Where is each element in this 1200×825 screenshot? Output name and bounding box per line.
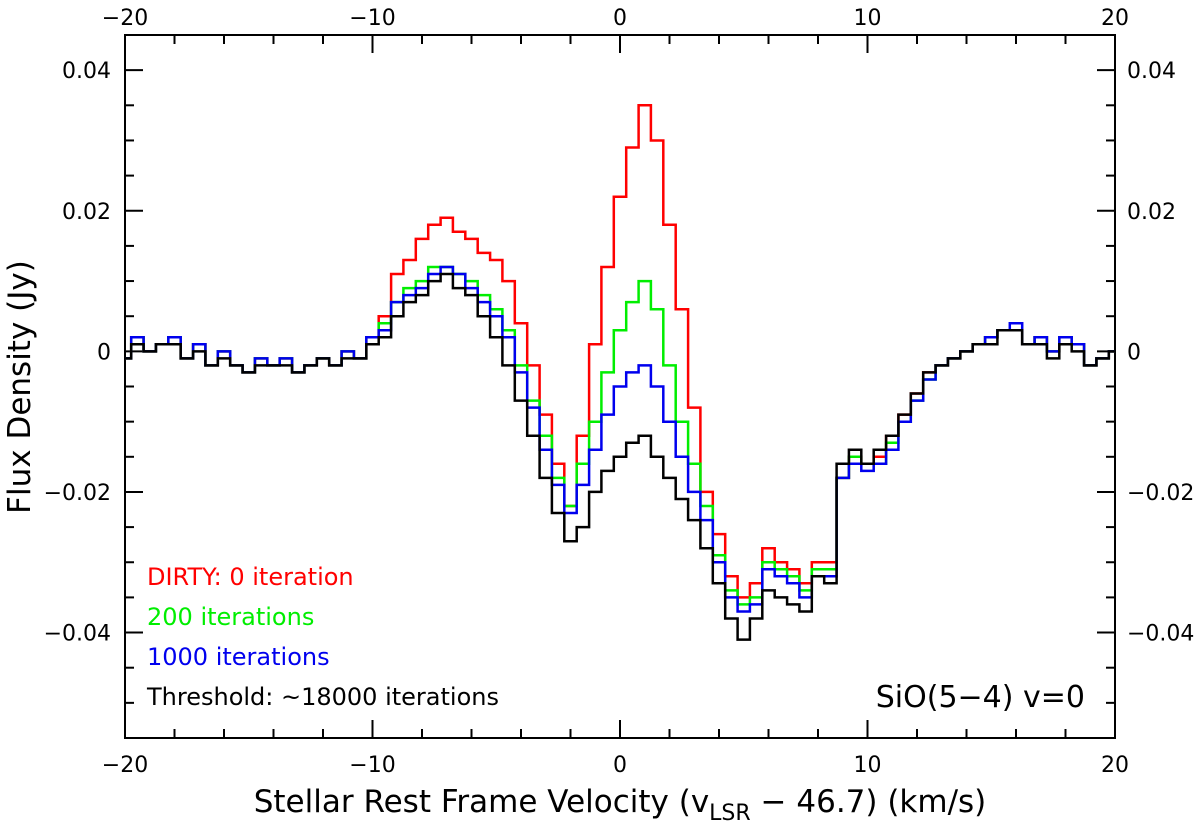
legend-entry-2: 1000 iterations bbox=[147, 643, 330, 671]
series-line-3 bbox=[125, 272, 1115, 641]
legend: DIRTY: 0 iteration 200 iterations 1000 ite… bbox=[146, 563, 499, 711]
x-tick-label-bottom: 0 bbox=[613, 753, 627, 778]
x-tick-label-top: 0 bbox=[613, 6, 627, 31]
y-tick-label-right: −0.02 bbox=[1127, 481, 1194, 506]
x-tick-label-top: 20 bbox=[1101, 6, 1129, 31]
x-tick-label-bottom: 10 bbox=[854, 753, 882, 778]
y-tick-label-right: −0.04 bbox=[1127, 622, 1194, 647]
tick-labels: −20 −20 −10 −10 0 0 10 10 20 20 −0.04 −0.04 −0.02 −0.… bbox=[44, 6, 1195, 778]
legend-entry-3: Threshold: ~18000 iterations bbox=[146, 683, 499, 711]
legend-entry-1: 200 iterations bbox=[147, 603, 314, 631]
y-tick-label-right: 0.02 bbox=[1127, 200, 1176, 225]
y-tick-label-left: 0.02 bbox=[62, 200, 111, 225]
series-line-2 bbox=[125, 265, 1115, 613]
y-tick-label-right: 0 bbox=[1127, 340, 1141, 365]
tick-marks bbox=[124, 34, 1116, 739]
x-tick-label-bottom: −20 bbox=[102, 753, 148, 778]
molecule-annotation: SiO(5−4) v=0 bbox=[876, 680, 1085, 715]
series-layer bbox=[125, 104, 1115, 641]
y-axis-title: Flux Density (Jy) bbox=[2, 260, 38, 514]
x-tick-label-bottom: −10 bbox=[349, 753, 395, 778]
x-tick-label-top: −20 bbox=[102, 6, 148, 31]
series-line-1 bbox=[125, 265, 1115, 606]
y-tick-label-left: 0 bbox=[97, 340, 111, 365]
x-tick-label-top: 10 bbox=[854, 6, 882, 31]
x-tick-label-bottom: 20 bbox=[1101, 753, 1129, 778]
y-tick-label-left: 0.04 bbox=[62, 59, 111, 84]
legend-entry-0: DIRTY: 0 iteration bbox=[147, 563, 354, 591]
y-tick-label-right: 0.04 bbox=[1127, 59, 1176, 84]
y-tick-label-left: −0.04 bbox=[44, 622, 111, 647]
x-axis-title: Stellar Rest Frame Velocity (vLSR − 46.7… bbox=[254, 784, 987, 825]
x-tick-label-top: −10 bbox=[349, 6, 395, 31]
y-tick-label-left: −0.02 bbox=[44, 481, 111, 506]
